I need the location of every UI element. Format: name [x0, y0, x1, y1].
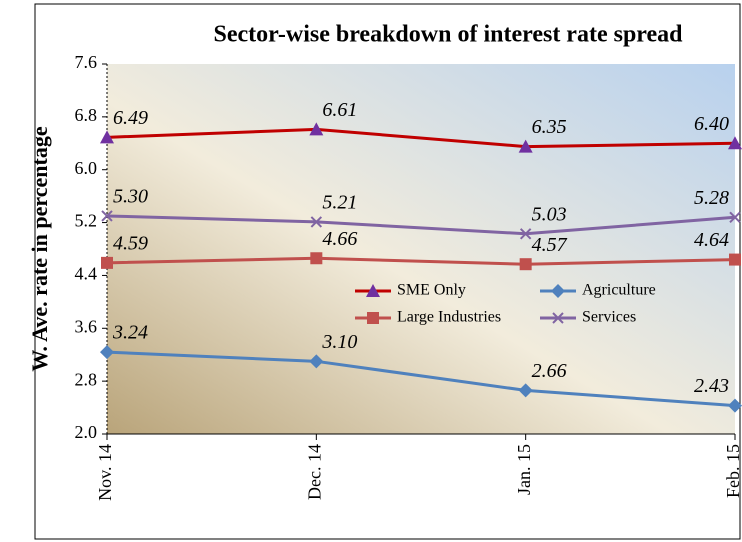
y-tick-label: 2.0 [75, 422, 98, 442]
series-line [106, 127, 736, 149]
x-tick-label: Dec. 14 [304, 444, 324, 500]
y-tick-label: 5.2 [75, 211, 98, 231]
data-label: 3.10 [321, 331, 357, 353]
legend-marker [551, 284, 565, 298]
data-label: 6.49 [113, 107, 148, 129]
data-point [729, 211, 741, 223]
data-point [519, 258, 532, 271]
y-tick-label: 4.4 [75, 264, 98, 284]
data-label: 2.66 [532, 360, 567, 382]
data-label: 4.66 [322, 228, 357, 250]
data-point [309, 354, 324, 369]
data-label: 6.61 [322, 99, 357, 121]
data-point [310, 252, 323, 265]
data-label: 4.64 [694, 229, 729, 251]
data-point [310, 216, 323, 228]
data-point [100, 345, 114, 360]
data-point [728, 136, 742, 150]
data-label: 4.59 [113, 232, 148, 254]
legend-label: SME Only [397, 282, 466, 299]
data-point [729, 253, 741, 266]
series-line [106, 214, 736, 236]
legend-marker [367, 312, 379, 324]
data-label: 5.03 [532, 203, 567, 225]
y-tick-label: 6.0 [75, 158, 98, 178]
data-point [518, 139, 533, 153]
legend-label: Services [582, 309, 636, 326]
y-tick-label: 3.6 [75, 316, 98, 336]
data-point [101, 256, 113, 269]
legend-marker [552, 312, 564, 324]
data-label: 5.21 [322, 192, 357, 214]
data-point [519, 228, 532, 240]
data-label: 5.30 [113, 186, 148, 208]
plot-area [107, 64, 735, 434]
data-point [728, 398, 742, 413]
x-tick-label: Jan. 15 [514, 444, 534, 495]
data-label: 3.24 [112, 322, 148, 344]
data-point [100, 130, 114, 144]
data-point [309, 122, 324, 136]
data-label: 2.43 [694, 375, 729, 397]
data-point [101, 210, 113, 222]
data-label: 5.28 [694, 187, 729, 209]
chart-title: Sector-wise breakdown of interest rate s… [213, 22, 683, 48]
data-label: 4.57 [532, 234, 568, 256]
legend-label: Agriculture [582, 282, 656, 299]
x-tick-label: Nov. 14 [95, 444, 115, 501]
y-tick-label: 6.8 [75, 105, 98, 125]
y-axis-label: W. Ave. rate in percentage [27, 126, 52, 371]
series-line [106, 256, 736, 266]
series-line [106, 350, 736, 408]
data-point [518, 383, 533, 398]
data-label: 6.35 [532, 116, 567, 138]
legend-label: Large Industries [397, 309, 501, 326]
y-tick-label: 2.8 [75, 369, 98, 389]
x-tick-label: Feb. 15 [723, 444, 742, 498]
legend-marker [366, 284, 380, 297]
y-tick-label: 7.6 [75, 52, 98, 72]
data-label: 6.40 [694, 113, 729, 135]
